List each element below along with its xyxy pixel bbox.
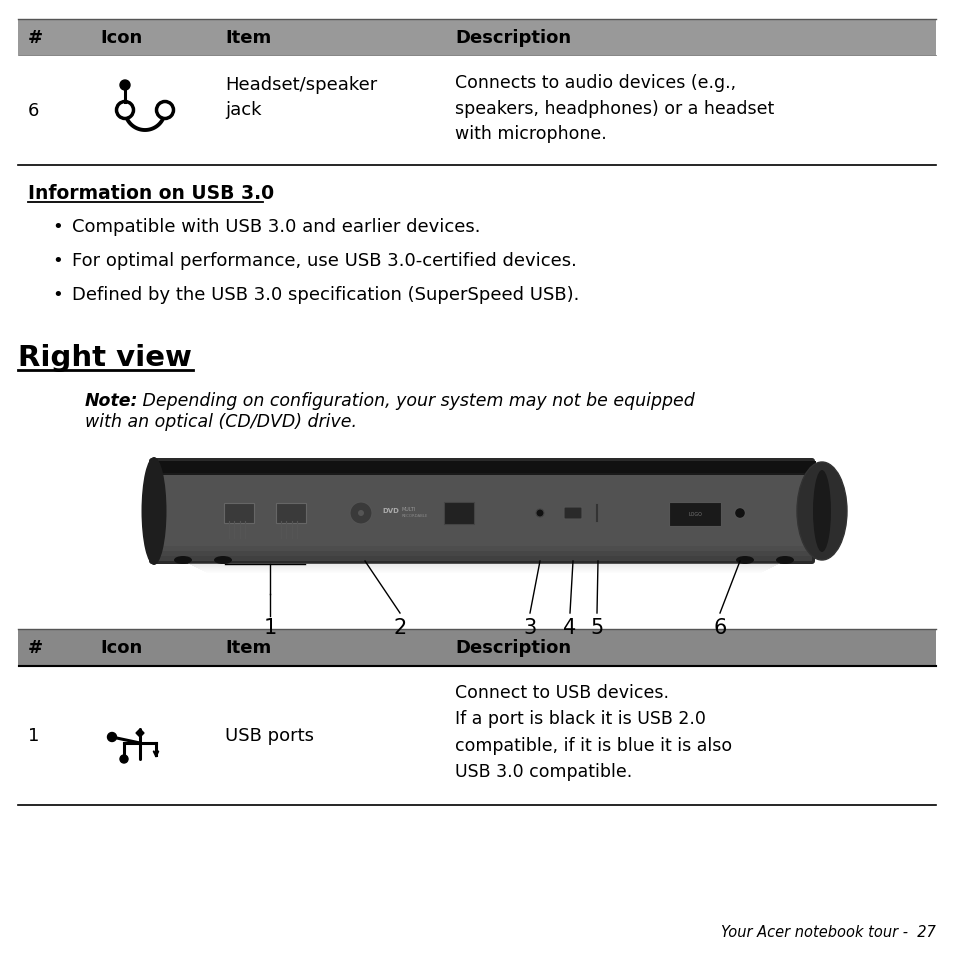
Polygon shape — [156, 486, 811, 492]
Text: #: # — [28, 639, 43, 657]
Text: MULTI: MULTI — [401, 507, 416, 512]
Text: Information on USB 3.0: Information on USB 3.0 — [28, 184, 274, 203]
Circle shape — [357, 511, 364, 517]
Circle shape — [734, 508, 744, 519]
Text: For optimal performance, use USB 3.0-certified devices.: For optimal performance, use USB 3.0-cer… — [71, 252, 577, 270]
FancyBboxPatch shape — [275, 503, 306, 523]
Circle shape — [156, 102, 173, 119]
FancyBboxPatch shape — [156, 461, 811, 476]
Polygon shape — [156, 521, 811, 526]
Text: 3: 3 — [523, 618, 536, 638]
Text: •: • — [52, 218, 63, 235]
Polygon shape — [188, 563, 780, 564]
Text: 6: 6 — [713, 618, 726, 638]
Polygon shape — [156, 506, 811, 512]
Polygon shape — [156, 512, 811, 517]
Polygon shape — [193, 566, 773, 567]
Polygon shape — [190, 564, 778, 565]
Polygon shape — [156, 501, 811, 506]
Ellipse shape — [141, 457, 167, 565]
Text: Compatible with USB 3.0 and earlier devices.: Compatible with USB 3.0 and earlier devi… — [71, 218, 480, 235]
Polygon shape — [156, 476, 811, 481]
FancyBboxPatch shape — [224, 503, 253, 523]
Ellipse shape — [735, 557, 753, 564]
Polygon shape — [156, 517, 811, 521]
Ellipse shape — [796, 462, 846, 560]
Polygon shape — [156, 492, 811, 497]
Text: DVD: DVD — [381, 507, 398, 514]
Polygon shape — [202, 571, 765, 572]
Polygon shape — [198, 568, 769, 569]
Text: 5: 5 — [590, 618, 603, 638]
Text: Your Acer notebook tour -  27: Your Acer notebook tour - 27 — [720, 924, 935, 939]
Text: Description: Description — [455, 639, 571, 657]
FancyBboxPatch shape — [668, 502, 720, 526]
Text: RECORDABLE: RECORDABLE — [401, 514, 428, 517]
Text: 1: 1 — [263, 618, 276, 638]
Text: •: • — [52, 252, 63, 270]
Polygon shape — [152, 461, 815, 474]
Polygon shape — [192, 565, 775, 566]
Polygon shape — [156, 557, 811, 561]
Text: Item: Item — [225, 639, 271, 657]
Polygon shape — [156, 481, 811, 486]
Polygon shape — [156, 552, 811, 557]
Polygon shape — [156, 537, 811, 541]
Polygon shape — [156, 541, 811, 546]
Text: #: # — [28, 29, 43, 47]
Text: 2: 2 — [393, 618, 406, 638]
Polygon shape — [156, 532, 811, 537]
Text: Depending on configuration, your system may not be equipped: Depending on configuration, your system … — [137, 392, 694, 410]
Polygon shape — [156, 461, 811, 467]
Polygon shape — [200, 569, 767, 571]
FancyBboxPatch shape — [443, 502, 474, 524]
Circle shape — [536, 510, 543, 517]
Text: 4: 4 — [563, 618, 576, 638]
Ellipse shape — [213, 557, 232, 564]
Circle shape — [108, 733, 116, 741]
Polygon shape — [195, 567, 771, 568]
Text: Item: Item — [225, 29, 271, 47]
Text: 1: 1 — [28, 726, 39, 744]
Text: Connects to audio devices (e.g.,
speakers, headphones) or a headset
with microph: Connects to audio devices (e.g., speaker… — [455, 74, 774, 143]
Circle shape — [350, 502, 372, 524]
Polygon shape — [156, 497, 811, 501]
FancyBboxPatch shape — [18, 20, 935, 56]
Circle shape — [120, 81, 130, 91]
Text: •: • — [52, 286, 63, 304]
Polygon shape — [156, 472, 811, 476]
Polygon shape — [156, 526, 811, 532]
Ellipse shape — [775, 557, 793, 564]
Ellipse shape — [812, 471, 830, 553]
Text: Defined by the USB 3.0 specification (SuperSpeed USB).: Defined by the USB 3.0 specification (Su… — [71, 286, 578, 304]
Text: Note:: Note: — [85, 392, 138, 410]
Text: Description: Description — [455, 29, 571, 47]
Text: Right view: Right view — [18, 344, 192, 372]
Text: Icon: Icon — [100, 639, 142, 657]
FancyBboxPatch shape — [563, 507, 581, 519]
Ellipse shape — [173, 557, 192, 564]
Text: Connect to USB devices.
If a port is black it is USB 2.0
compatible, if it is bl: Connect to USB devices. If a port is bla… — [455, 683, 731, 781]
FancyBboxPatch shape — [18, 629, 935, 665]
FancyBboxPatch shape — [149, 458, 814, 564]
Circle shape — [116, 102, 133, 119]
Polygon shape — [136, 729, 144, 738]
Text: with an optical (CD/DVD) drive.: with an optical (CD/DVD) drive. — [85, 413, 356, 431]
Polygon shape — [204, 572, 763, 573]
Polygon shape — [156, 467, 811, 472]
Text: Headset/speaker
jack: Headset/speaker jack — [225, 76, 376, 119]
Text: Icon: Icon — [100, 29, 142, 47]
Circle shape — [120, 755, 128, 763]
Text: USB ports: USB ports — [225, 726, 314, 744]
Text: LOGO: LOGO — [687, 512, 701, 517]
Polygon shape — [156, 546, 811, 552]
Text: 6: 6 — [28, 102, 39, 120]
